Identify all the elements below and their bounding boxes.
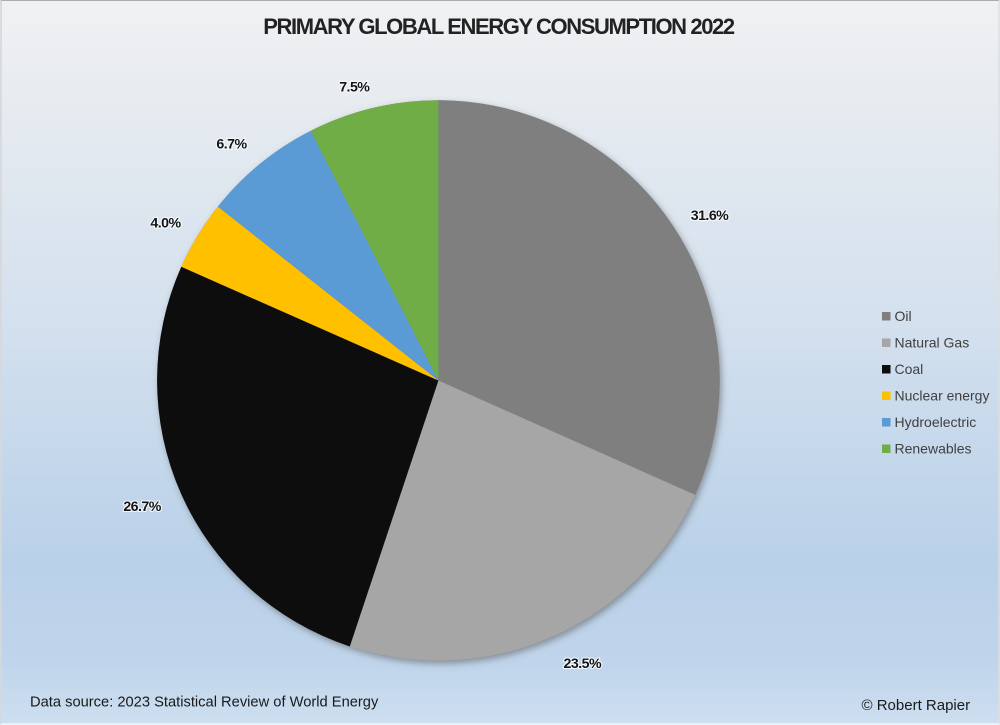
svg-text:Natural Gas: Natural Gas <box>895 335 970 351</box>
svg-text:PRIMARY GLOBAL ENERGY CONSUMPT: PRIMARY GLOBAL ENERGY CONSUMPTION 2022 <box>263 14 735 39</box>
svg-text:Oil: Oil <box>895 308 912 324</box>
svg-text:Hydroelectric: Hydroelectric <box>895 414 977 430</box>
svg-text:Coal: Coal <box>895 361 924 377</box>
svg-text:Nuclear energy: Nuclear energy <box>895 388 990 404</box>
svg-text:23.5%: 23.5% <box>564 656 602 672</box>
svg-text:© Robert Rapier: © Robert Rapier <box>862 697 971 714</box>
svg-text:31.6%: 31.6% <box>691 208 729 224</box>
svg-text:4.0%: 4.0% <box>150 215 181 231</box>
svg-text:26.7%: 26.7% <box>123 499 161 515</box>
svg-text:7.5%: 7.5% <box>339 80 370 96</box>
svg-text:Data source: 2023 Statistical: Data source: 2023 Statistical Review of … <box>30 695 379 711</box>
svg-text:6.7%: 6.7% <box>216 137 247 153</box>
svg-text:Renewables: Renewables <box>895 441 972 457</box>
